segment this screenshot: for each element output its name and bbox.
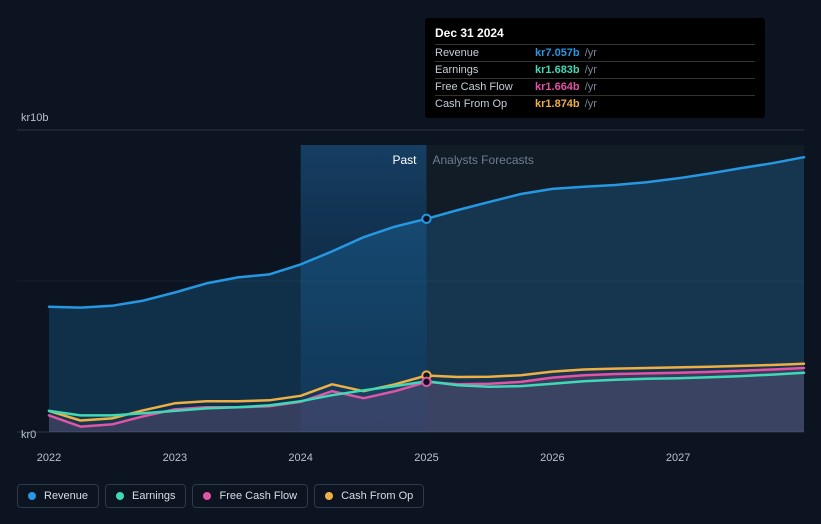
tooltip-row: Earnings kr1.683b /yr [435,61,755,78]
x-axis-labels: 2022 2023 2024 2025 2026 2027 [17,452,804,472]
legend-item-label: Free Cash Flow [219,490,297,502]
tooltip-row: Free Cash Flow kr1.664b /yr [435,78,755,95]
tooltip-row-label: Earnings [435,64,527,76]
x-axis-label: 2027 [666,452,690,464]
past-section-label: Past [393,153,417,167]
chart-tooltip: Dec 31 2024 Revenue kr7.057b /yr Earnings k… [425,18,765,118]
tooltip-row-label: Free Cash Flow [435,81,527,93]
legend-item-label: Earnings [132,490,175,502]
legend-marker-icon [116,492,124,500]
legend-item-fcf[interactable]: Free Cash Flow [192,484,308,508]
x-axis-label: 2022 [37,452,61,464]
x-axis-label: 2025 [414,452,438,464]
tooltip-row-suffix: /yr [582,47,597,59]
legend-item-earnings[interactable]: Earnings [105,484,186,508]
tooltip-row-label: Revenue [435,47,527,59]
legend-item-label: Cash From Op [341,490,413,502]
y-axis-label: kr10b [21,112,49,124]
forecast-section-label: Analysts Forecasts [433,153,534,167]
tooltip-row-value: kr1.874b [535,98,580,110]
legend-marker-icon [28,492,36,500]
tooltip-row-suffix: /yr [582,98,597,110]
tooltip-row-label: Cash From Op [435,98,527,110]
x-axis-label: 2023 [163,452,187,464]
tooltip-row-value: kr1.683b [535,64,580,76]
tooltip-row-suffix: /yr [582,64,597,76]
legend-item-cash_from_op[interactable]: Cash From Op [314,484,424,508]
y-axis-label: kr0 [21,429,36,441]
tooltip-row-suffix: /yr [582,81,597,93]
tooltip-row: Revenue kr7.057b /yr [435,44,755,61]
x-axis-label: 2026 [540,452,564,464]
tooltip-row-value: kr1.664b [535,81,580,93]
tooltip-row: Cash From Op kr1.874b /yr [435,95,755,112]
legend-marker-icon [203,492,211,500]
x-axis-label: 2024 [288,452,312,464]
legend-marker-icon [325,492,333,500]
legend-item-label: Revenue [44,490,88,502]
chart-legend: Revenue Earnings Free Cash Flow Cash From O… [17,484,424,508]
tooltip-date: Dec 31 2024 [435,26,755,44]
legend-item-revenue[interactable]: Revenue [17,484,99,508]
tooltip-row-value: kr7.057b [535,47,580,59]
